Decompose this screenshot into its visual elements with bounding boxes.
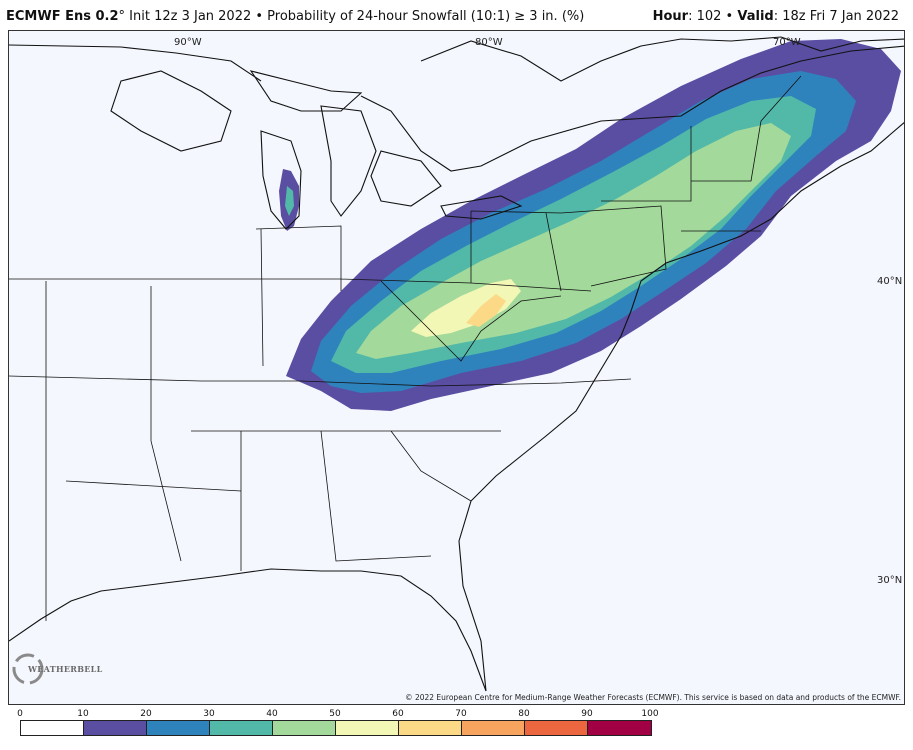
prob-band-50 <box>411 279 521 337</box>
weatherbell-logo: WEATHERBELL <box>12 651 102 687</box>
hour-value: : 102 • <box>688 9 738 24</box>
colorbar-segment <box>399 721 462 735</box>
hour-label: Hour <box>652 9 689 24</box>
colorbar-segment <box>210 721 273 735</box>
degree-symbol: ° <box>118 9 126 24</box>
map-title: ECMWF Ens 0.2° Init 12z 3 Jan 2022 • Pro… <box>6 9 584 24</box>
prob-band-60 <box>466 294 506 327</box>
colorbar-tick-40: 40 <box>266 709 278 719</box>
copyright-notice: © 2022 European Centre for Medium-Range … <box>405 693 901 702</box>
lat-label-30n: 30°N <box>877 575 902 586</box>
snowfall-probability-field <box>279 39 901 411</box>
lon-label-90w: 90°W <box>174 37 202 48</box>
colorbar-tick-90: 90 <box>581 709 593 719</box>
colorbar-segment <box>147 721 210 735</box>
lon-label-70w: 70°W <box>773 37 801 48</box>
state-lines <box>9 75 802 621</box>
valid-value: : 18z Fri 7 Jan 2022 <box>773 9 899 24</box>
colorbar-tick-80: 80 <box>518 709 530 719</box>
colorbar-segment <box>84 721 147 735</box>
colorbar-tick-0: 0 <box>17 709 23 719</box>
colorbar-segment <box>588 721 651 735</box>
valid-label: Valid <box>737 9 774 24</box>
us-canada-border <box>9 44 904 172</box>
colorbar-segment <box>525 721 588 735</box>
lat-label-40n: 40°N <box>877 276 902 287</box>
colorbar-segment <box>21 721 84 735</box>
map-canvas: 90°W 80°W 70°W 40°N 30°N <box>9 31 904 704</box>
lon-label-80w: 80°W <box>475 37 503 48</box>
colorbar-tick-50: 50 <box>329 709 341 719</box>
colorbar-segment <box>336 721 399 735</box>
map-panel: 90°W 80°W 70°W 40°N 30°N <box>8 30 905 705</box>
gulf-coast <box>9 568 487 692</box>
title-subtitle: Init 12z 3 Jan 2022 • Probability of 24-… <box>125 9 585 24</box>
colorbar <box>20 720 652 736</box>
header: ECMWF Ens 0.2° Init 12z 3 Jan 2022 • Pro… <box>0 0 913 30</box>
atlantic-coast <box>458 121 904 692</box>
colorbar-tick-70: 70 <box>455 709 467 719</box>
logo-text: WEATHERBELL <box>28 664 103 674</box>
colorbar-tick-20: 20 <box>140 709 152 719</box>
colorbar-tick-10: 10 <box>77 709 89 719</box>
colorbar-segment <box>273 721 336 735</box>
colorbar-segment <box>462 721 525 735</box>
canada-coast <box>110 36 904 152</box>
model-name: ECMWF Ens 0.2 <box>6 9 119 24</box>
colorbar-tick-100: 100 <box>641 709 659 719</box>
valid-time: Hour: 102 • Valid: 18z Fri 7 Jan 2022 <box>653 9 899 24</box>
great-lakes <box>249 70 523 230</box>
colorbar-tick-60: 60 <box>392 709 404 719</box>
colorbar-tick-30: 30 <box>203 709 215 719</box>
lake-michigan-snow-inner <box>285 186 294 216</box>
colorbar-labels: 0 10 20 30 40 50 60 70 80 90 100 <box>0 709 913 720</box>
boundaries <box>9 36 904 692</box>
